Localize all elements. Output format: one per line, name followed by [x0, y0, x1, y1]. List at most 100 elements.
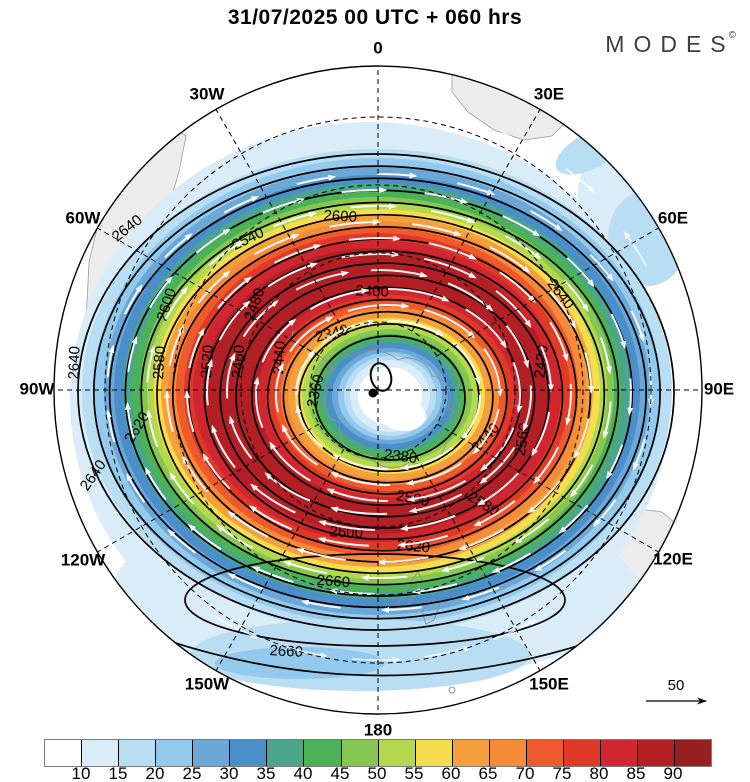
streamline-arrow [217, 276, 253, 309]
streamline-arrow [282, 560, 327, 575]
reference-arrow-label: 50 [668, 677, 685, 694]
colorbar-cell-15 [599, 740, 637, 766]
streamline-arrow [397, 534, 449, 548]
streamline-arrow [505, 324, 530, 369]
colorbar-tick-labels: 10 15 20 25 30 35 40 45 50 55 60 65 70 75 80 85 90 [0, 764, 750, 782]
streamline-arrow [489, 246, 531, 274]
streamline-arrow [269, 441, 311, 482]
streamline-arrow [540, 345, 554, 393]
colorbar-cell-2 [118, 740, 156, 766]
streamline-arrow [223, 196, 260, 214]
contour-line [203, 250, 564, 541]
streamline-arrow [549, 291, 576, 329]
streamline-arrow [458, 528, 505, 551]
streamline-arrow [627, 378, 634, 416]
streamline-arrow [144, 466, 167, 501]
colorbar-tick-15: 15 [108, 764, 128, 782]
streamline-arrow [250, 483, 296, 514]
streamline-arrow [149, 275, 173, 309]
colorbar-tick-45: 45 [330, 764, 350, 782]
colorbar-cell-6 [266, 740, 304, 766]
streamline-arrow [195, 228, 231, 254]
contour-line-2660-outer [147, 633, 609, 677]
streamline-arrow [262, 197, 306, 214]
contour-label: 2400 [355, 282, 389, 300]
colorbar-cell-16 [637, 740, 675, 766]
streamline-arrow [412, 583, 458, 595]
land-tasmania [633, 659, 653, 673]
coast-island [448, 686, 456, 694]
streamline-arrow [566, 256, 595, 288]
contour-label: 2580 [150, 345, 169, 379]
streamline-arrow [164, 233, 193, 259]
colorbar-tick-85: 85 [626, 764, 646, 782]
streamline-arrow [447, 282, 494, 312]
streamline-arrow [329, 219, 381, 228]
longitude-label-60W: 60W [66, 208, 102, 227]
streamline-arrow [527, 480, 561, 514]
longitude-label-60E: 60E [658, 208, 688, 227]
streamline-arrow [318, 520, 375, 531]
colorbar-cell-17 [674, 740, 712, 766]
contour-line [235, 274, 536, 518]
meridian-line [436, 227, 659, 357]
streamline-arrow [599, 337, 612, 375]
streamline-arrow [660, 295, 674, 335]
meridian-line [215, 109, 345, 332]
streamline-arrow [387, 288, 450, 302]
colorbar-tick-50: 50 [367, 764, 387, 782]
streamline-arrow [479, 446, 516, 484]
streamline-arrow [215, 617, 260, 639]
streamline-arrow [400, 446, 454, 471]
colorbar-tick-20: 20 [145, 764, 165, 782]
streamline-arrow [589, 254, 614, 282]
streamline-arrow [218, 300, 251, 341]
modes-logo-text: MODES [605, 31, 735, 57]
streamline-arrow [187, 523, 222, 551]
contour-label: 2380 [383, 446, 418, 467]
meridian-line [215, 448, 345, 671]
streamline-arrow [296, 174, 337, 186]
streamline-arrow [206, 358, 213, 406]
longitude-label-150E: 150E [529, 674, 569, 693]
streamline-arrow [347, 302, 410, 312]
colorbar-cell-8 [340, 740, 378, 766]
map-boundary-circle [53, 65, 703, 715]
streamline-arrow [456, 182, 496, 196]
modes-logo: MODES© [605, 30, 736, 58]
colorbar [44, 739, 712, 767]
streamline-arrow [167, 529, 197, 554]
meridian-line [97, 227, 320, 357]
streamline-arrow [106, 344, 115, 378]
meridian-line [436, 423, 659, 553]
contour-label: 2420 [531, 344, 551, 379]
streamline-arrow [563, 279, 589, 313]
streamline-arrow [183, 390, 195, 433]
streamline-arrow [146, 345, 155, 383]
streamline-arrow [483, 348, 504, 397]
coast-antarctica [320, 350, 456, 469]
contour-line [219, 262, 550, 529]
streamline-arrow [273, 244, 322, 264]
streamline-arrow [248, 505, 293, 531]
streamline-arrow [273, 211, 318, 228]
longitude-label-90E: 90E [704, 379, 734, 398]
streamline-arrow [584, 352, 594, 394]
contour-line [266, 298, 508, 495]
streamline-arrow [476, 472, 519, 506]
streamline-arrow [573, 418, 590, 459]
streamline-arrow [164, 390, 174, 432]
streamline-arrow [211, 424, 236, 469]
streamline-arrow [606, 444, 624, 480]
streamline-arrow [428, 242, 477, 260]
streamline-arrow [522, 385, 533, 432]
streamline-arrow [472, 408, 500, 455]
contour-line [282, 310, 494, 484]
meridian-line [411, 109, 541, 332]
streamline-arrow [326, 488, 389, 502]
colorbar-tick-40: 40 [293, 764, 313, 782]
streamline-arrow [381, 606, 422, 613]
streamline-arrow [430, 111, 470, 122]
colorbar-tick-60: 60 [441, 764, 461, 782]
